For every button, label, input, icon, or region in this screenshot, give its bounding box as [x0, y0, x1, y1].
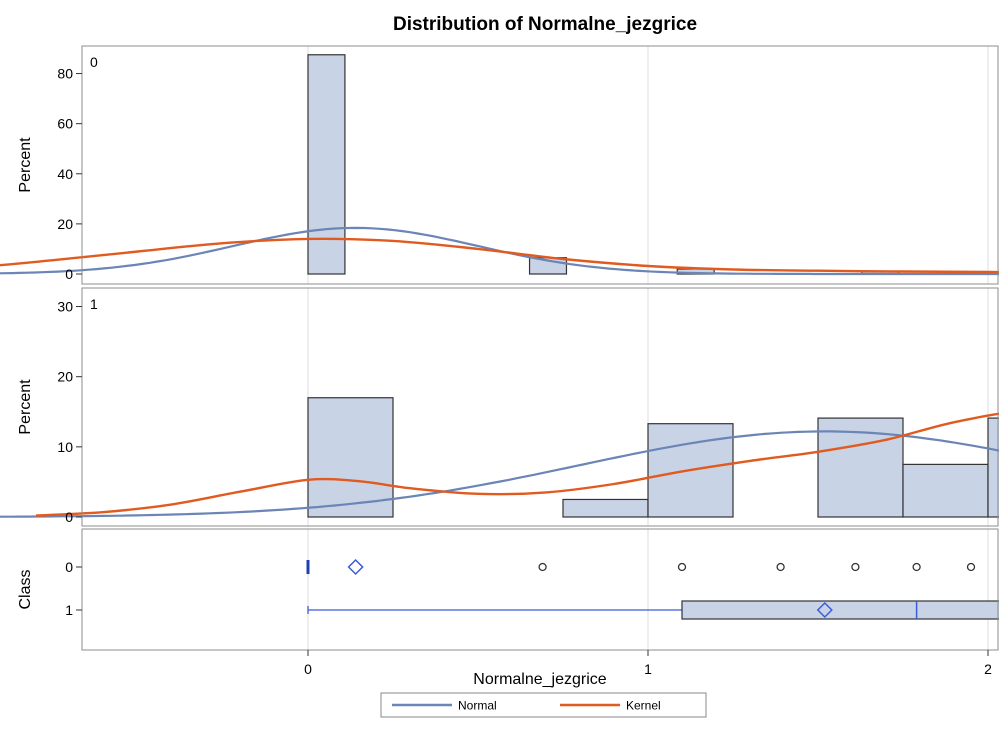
y-tick-label: 0 [65, 266, 73, 282]
kernel-curve [0, 237, 999, 274]
histogram-bar [307, 397, 394, 518]
legend-item-kernel: Kernel [560, 699, 661, 713]
y-tick-label: 20 [57, 369, 73, 385]
histogram-bar [902, 463, 989, 518]
y-axis-label: Class [17, 569, 34, 609]
normal-curve [0, 430, 999, 518]
mean-marker [347, 558, 364, 576]
y-tick-label: 10 [57, 439, 73, 455]
legend: Normal Kernel [380, 692, 707, 718]
panel-frame [81, 528, 999, 651]
x-tick-label: 2 [984, 661, 992, 677]
boxplot-group-1 [307, 600, 999, 620]
boxplot-panel: 0 1 Class [17, 528, 999, 651]
outlier-point [776, 562, 785, 572]
y-tick-label: 0 [65, 509, 73, 525]
y-tick-label: 40 [57, 166, 73, 182]
box [681, 600, 999, 620]
legend-label: Kernel [626, 699, 661, 713]
y-tick-label: 20 [57, 216, 73, 232]
y-axis-label: Percent [17, 137, 34, 193]
y-tick-label: 30 [57, 299, 73, 315]
boxplot-group-0 [306, 558, 976, 576]
panel-class-label: 1 [90, 296, 98, 312]
histogram-panel-1: 0 10 20 30 1 Percent [0, 287, 999, 527]
y-tick-label: 0 [65, 559, 73, 575]
normal-curve [0, 226, 999, 276]
legend-item-normal: Normal [392, 699, 497, 713]
chart-title: Distribution of Normalne_jezgrice [393, 14, 697, 35]
outlier-point [966, 562, 976, 572]
panel-class-label: 0 [90, 54, 98, 70]
x-tick-label: 0 [304, 661, 312, 677]
histogram-panel-0: 0 20 40 60 80 0 Percent [0, 45, 999, 285]
x-tick-label: 1 [644, 661, 652, 677]
histogram-bar [987, 417, 999, 518]
y-tick-label: 80 [57, 66, 73, 82]
panels-layer: 0204060800Percent01020301Percent01Class-… [0, 45, 999, 677]
y-tick-label: 1 [65, 602, 73, 618]
outlier-point [677, 562, 687, 572]
x-axis-label: Normalne_jezgrice [473, 671, 606, 688]
histogram-bar [562, 498, 649, 518]
histogram-bar [307, 54, 346, 275]
outlier-point [851, 562, 860, 572]
legend-label: Normal [458, 699, 497, 713]
kernel-curve [35, 412, 999, 517]
mean-marker [816, 601, 833, 619]
panel-frame [81, 287, 999, 527]
x-axis: -101234 [304, 650, 992, 677]
y-tick-label: 60 [57, 116, 73, 132]
y-axis-label: Percent [17, 379, 34, 435]
outlier-point [912, 562, 921, 572]
outlier-point [538, 562, 547, 572]
panel-frame [81, 45, 999, 285]
